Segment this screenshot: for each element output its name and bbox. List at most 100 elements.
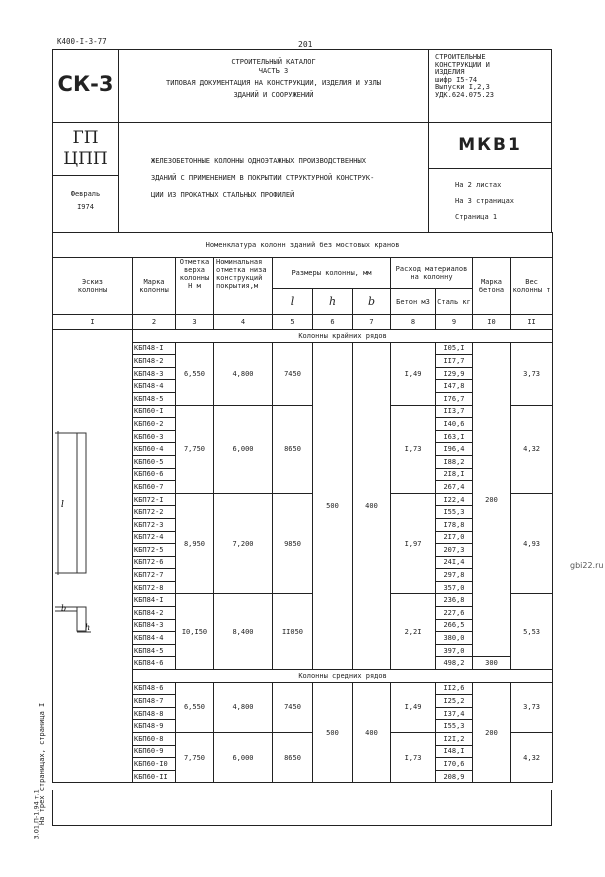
column-mark: КБП48-3 — [132, 366, 176, 381]
steel-mass: I37,4 — [435, 706, 473, 721]
table-row: КБП60-9 I48,I — [53, 744, 553, 759]
column-number: 8 — [390, 314, 436, 330]
column-section-shape — [76, 606, 87, 632]
column-mark: КБП60-3 — [132, 429, 176, 444]
nominal-mark: 4,800 — [213, 341, 273, 406]
steel-mass: I55,3 — [435, 719, 473, 733]
steel-mass: 357,0 — [435, 580, 473, 595]
nomenclature-table: Номенклатура колонн зданий без мостовых … — [51, 232, 554, 784]
column-mark: КБП48-4 — [132, 379, 176, 393]
column-weight: 4,32 — [509, 404, 554, 494]
class-line: СТРОИТЕЛЬНЫЕ — [435, 53, 486, 61]
concrete-volume: 2,2I — [390, 593, 436, 671]
column-number: I0 — [472, 314, 511, 330]
column-mark: КБП48-2 — [132, 354, 176, 368]
column-mark: КБП84-2 — [132, 606, 176, 620]
table-row: КБП60-II 208,9 — [53, 769, 553, 784]
table-row: КБП72-7 297,8 — [53, 568, 553, 582]
top-mark: 7,750 — [175, 731, 214, 784]
concrete-volume: I,49 — [390, 341, 436, 406]
column-mark: КБП48-I — [132, 341, 176, 356]
steel-mass: 208,9 — [435, 769, 473, 784]
table-row: КБП48-I 6,550 4,800 7450 500 400 I,49 I05,I 200 3… — [53, 341, 554, 671]
steel-mass: I29,9 — [435, 366, 473, 381]
column-number: 7 — [352, 314, 391, 330]
steel-mass: I63,I — [435, 429, 473, 444]
column-mark: КБП72-4 — [132, 530, 176, 545]
column-sketch: l b h — [55, 431, 91, 633]
column-mark: КБП48-7 — [132, 694, 176, 708]
class-line: ИЗДЕЛИЯ — [435, 68, 465, 76]
column-mark: КБП48-8 — [132, 706, 176, 721]
column-mark: КБП48-6 — [132, 681, 176, 696]
catalog-line: ЧАСТЬ 3 — [258, 67, 289, 75]
frame-bottom-line — [52, 825, 552, 827]
size-b: 400 — [352, 681, 391, 784]
header-sizes: Размеры колонны, мм — [272, 257, 391, 289]
steel-mass: II3,7 — [435, 404, 473, 419]
header-sketch: Эскиз колонны — [52, 257, 133, 315]
table-row: КБП84-5 397,0 — [53, 643, 553, 658]
steel-mass: I2I,2 — [435, 732, 473, 746]
sketch-label-h: h — [85, 623, 90, 632]
table-row: КБП84-I I0,I50 8,400 II050 2,2I 236,8 5,53 — [53, 593, 554, 671]
steel-mass: 267,4 — [435, 480, 473, 494]
column-number: 2 — [132, 314, 176, 330]
org-line: ЦПП — [63, 149, 108, 169]
column-number: 9 — [435, 314, 473, 330]
table-row: КБП60-2 I40,6 — [53, 417, 553, 431]
nominal-mark: 7,200 — [213, 492, 273, 595]
steel-mass: 2I7,0 — [435, 530, 473, 545]
document-code: К400-I-3-77 — [57, 37, 107, 46]
header-l: l — [272, 288, 313, 315]
header-concrete-grade: Марка бетона — [472, 257, 511, 315]
steel-mass: 397,0 — [435, 643, 473, 658]
concrete-grade: 200 — [472, 681, 511, 784]
concrete-volume: I,97 — [390, 492, 436, 595]
header-nominal: Номинальная отметка низа конструкций пок… — [213, 257, 273, 315]
column-number: 5 — [272, 314, 313, 330]
section-title: Колонны средних рядов — [131, 669, 554, 683]
class-line: шифр I5-74 — [435, 75, 478, 84]
column-number: I — [52, 314, 133, 330]
steel-mass: 297,8 — [435, 568, 473, 582]
steel-mass: 266,5 — [435, 618, 473, 633]
table-row: КБП84-4 380,0 — [53, 631, 553, 645]
length-l: 8650 — [272, 404, 313, 494]
nominal-mark: 6,000 — [213, 404, 273, 494]
column-mark: КБП60-I0 — [132, 757, 176, 771]
frame-left-line — [52, 790, 54, 826]
length-l: 7450 — [272, 341, 313, 406]
column-mark: КБП72-3 — [132, 517, 176, 532]
column-mark: КБП72-8 — [132, 580, 176, 595]
steel-mass: 236,8 — [435, 593, 473, 608]
steel-mass: I22,4 — [435, 492, 473, 507]
column-number: 4 — [213, 314, 273, 330]
watermark: gbi22.ru — [570, 561, 604, 570]
steel-mass: 24I,4 — [435, 555, 473, 570]
column-elevation-shape — [76, 432, 87, 574]
column-mark: КБП60-5 — [132, 454, 176, 469]
table-row: КБП72-4 2I7,0 — [53, 530, 553, 545]
column-mark: КБП60-4 — [132, 442, 176, 456]
concrete-grade: 200 — [472, 341, 511, 658]
column-number: 6 — [312, 314, 353, 330]
table-row: КБП48-6 6,550 4,800 7450 500 400 I,49 II2,6 200 3… — [53, 681, 554, 784]
steel-mass: 2I8,I — [435, 467, 473, 482]
column-mark: КБП72-6 — [132, 555, 176, 570]
top-mark: 7,750 — [175, 404, 214, 494]
catalog-line: ТИПОВАЯ ДОКУМЕНТАЦИЯ НА КОНСТРУКЦИИ, ИЗД… — [166, 79, 381, 87]
frame-right-line — [551, 790, 553, 826]
nominal-mark: 4,800 — [213, 681, 273, 734]
column-mark: КБП84-3 — [132, 618, 176, 633]
length-l: 7450 — [272, 681, 313, 734]
series-cell: СК-3 — [52, 49, 119, 123]
header-top-mark: Отметка верха колонны Н м — [175, 257, 214, 315]
table-row: КБП60-4 I96,4 — [53, 442, 553, 456]
column-mark: КБП48-9 — [132, 719, 176, 733]
column-mark: КБП72-5 — [132, 543, 176, 557]
concrete-volume: I,73 — [390, 731, 436, 784]
header-concrete: Бетон м3 — [390, 288, 436, 315]
column-mark: КБП60-I — [132, 404, 176, 419]
org-line: ГП — [72, 128, 99, 148]
